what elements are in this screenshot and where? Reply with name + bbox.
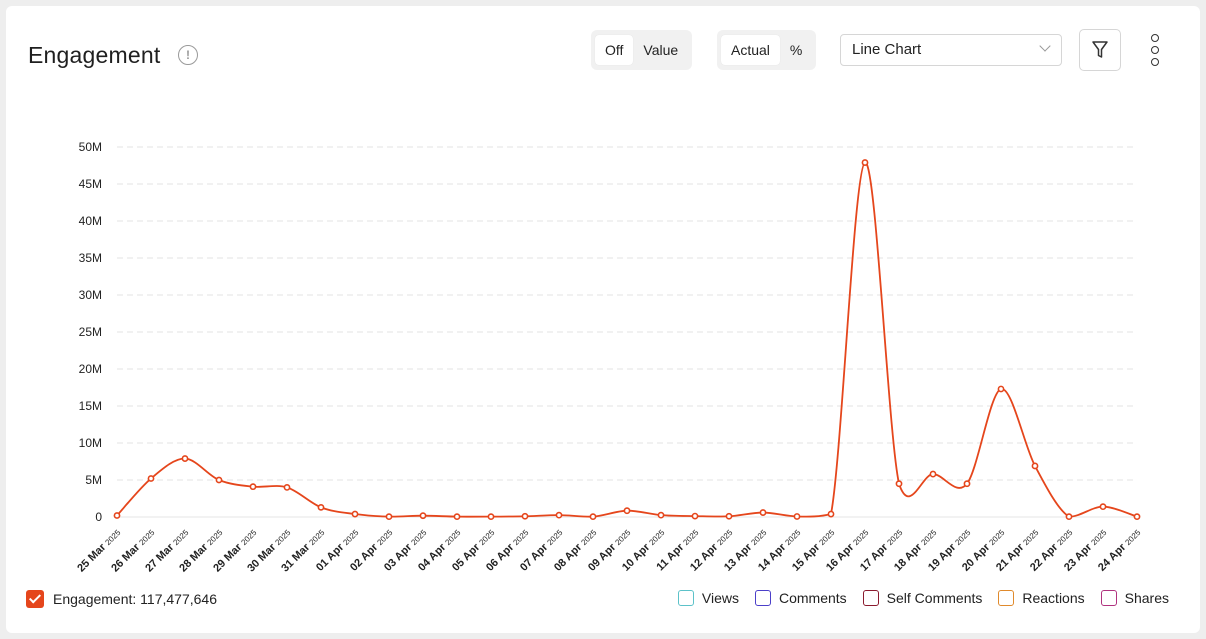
data-point — [929, 470, 937, 478]
data-point — [793, 513, 801, 520]
data-point — [351, 510, 359, 518]
data-point — [963, 480, 971, 488]
legend-views[interactable]: Views — [677, 590, 739, 606]
data-point — [1031, 462, 1039, 470]
chart-type-select[interactable]: Line Chart — [840, 34, 1062, 66]
data-point — [589, 513, 597, 521]
mode-toggle: Actual % — [717, 30, 817, 70]
checkbox-unchecked-icon[interactable] — [754, 590, 771, 606]
legend-self-comments-label: Self Comments — [886, 590, 983, 606]
data-point — [283, 483, 291, 491]
data-point — [215, 476, 223, 484]
engagement-card: Engagement ! Off Value Actual % Line Cha… — [6, 6, 1200, 633]
y-tick-label: 0 — [95, 510, 102, 524]
y-tick-label: 25M — [79, 325, 102, 339]
legend-engagement-label: Engagement: 117,477,646 — [53, 591, 217, 607]
mode-percent-option[interactable]: % — [789, 42, 803, 58]
data-point — [725, 512, 733, 520]
filter-button[interactable] — [1079, 29, 1121, 71]
data-point — [113, 512, 121, 519]
checkbox-unchecked-icon[interactable] — [998, 590, 1015, 606]
legend-comments[interactable]: Comments — [754, 590, 847, 606]
checkbox-unchecked-icon[interactable] — [1100, 590, 1117, 606]
data-point — [181, 455, 189, 462]
data-point — [657, 511, 665, 519]
data-point — [249, 483, 257, 491]
more-options-button[interactable] — [1142, 30, 1172, 72]
data-point — [1065, 513, 1073, 521]
mode-actual-option[interactable]: Actual — [721, 35, 780, 65]
data-point — [317, 503, 325, 511]
legend-reactions[interactable]: Reactions — [998, 590, 1085, 606]
chart-title: Engagement — [28, 42, 161, 68]
data-point — [487, 513, 495, 521]
info-circle-icon[interactable]: ! — [178, 45, 198, 65]
data-point — [759, 509, 767, 516]
y-tick-label: 50M — [79, 140, 102, 154]
checkbox-unchecked-icon[interactable] — [677, 590, 694, 606]
y-tick-label: 40M — [79, 214, 102, 228]
legend-reactions-label: Reactions — [1022, 590, 1085, 606]
legend-shares[interactable]: Shares — [1100, 590, 1169, 606]
checkbox-unchecked-icon[interactable] — [862, 590, 879, 606]
engagement-series-line — [116, 161, 1138, 518]
dot-icon — [1151, 46, 1159, 54]
legend-other-series: Views Comments Self Comments Reactions S… — [662, 590, 1169, 606]
y-tick-label: 35M — [79, 251, 102, 265]
legend-comments-label: Comments — [778, 590, 847, 606]
data-point — [385, 513, 393, 521]
funnel-icon — [1092, 41, 1108, 58]
dot-icon — [1151, 58, 1159, 66]
labels-value-option[interactable]: Value — [643, 42, 679, 58]
data-point — [623, 507, 631, 515]
data-point — [827, 510, 835, 518]
labels-toggle: Off Value — [591, 30, 693, 70]
data-point — [895, 480, 903, 488]
y-tick-label: 15M — [79, 399, 102, 413]
y-tick-label: 5M — [85, 473, 102, 487]
y-tick-label: 30M — [79, 288, 102, 302]
y-tick-label: 45M — [79, 177, 102, 191]
data-point — [997, 385, 1005, 393]
labels-off-option[interactable]: Off — [595, 35, 634, 65]
legend-shares-label: Shares — [1124, 590, 1169, 606]
data-point — [691, 512, 699, 520]
legend-engagement[interactable]: Engagement: 117,477,646 — [26, 590, 217, 608]
dot-icon — [1151, 34, 1159, 42]
chart-type-value: Line Chart — [852, 41, 922, 58]
y-tick-label: 20M — [79, 362, 102, 376]
data-point — [1099, 503, 1107, 511]
data-point — [147, 475, 155, 482]
data-point — [555, 511, 563, 519]
legend-views-label: Views — [701, 590, 739, 606]
y-tick-label: 10M — [79, 436, 102, 450]
legend-self-comments[interactable]: Self Comments — [862, 590, 983, 606]
data-point — [453, 513, 461, 521]
data-point — [1133, 513, 1141, 521]
data-point — [861, 159, 869, 166]
data-point — [419, 512, 427, 520]
data-point — [521, 512, 529, 520]
checkbox-checked-icon[interactable] — [26, 590, 44, 608]
